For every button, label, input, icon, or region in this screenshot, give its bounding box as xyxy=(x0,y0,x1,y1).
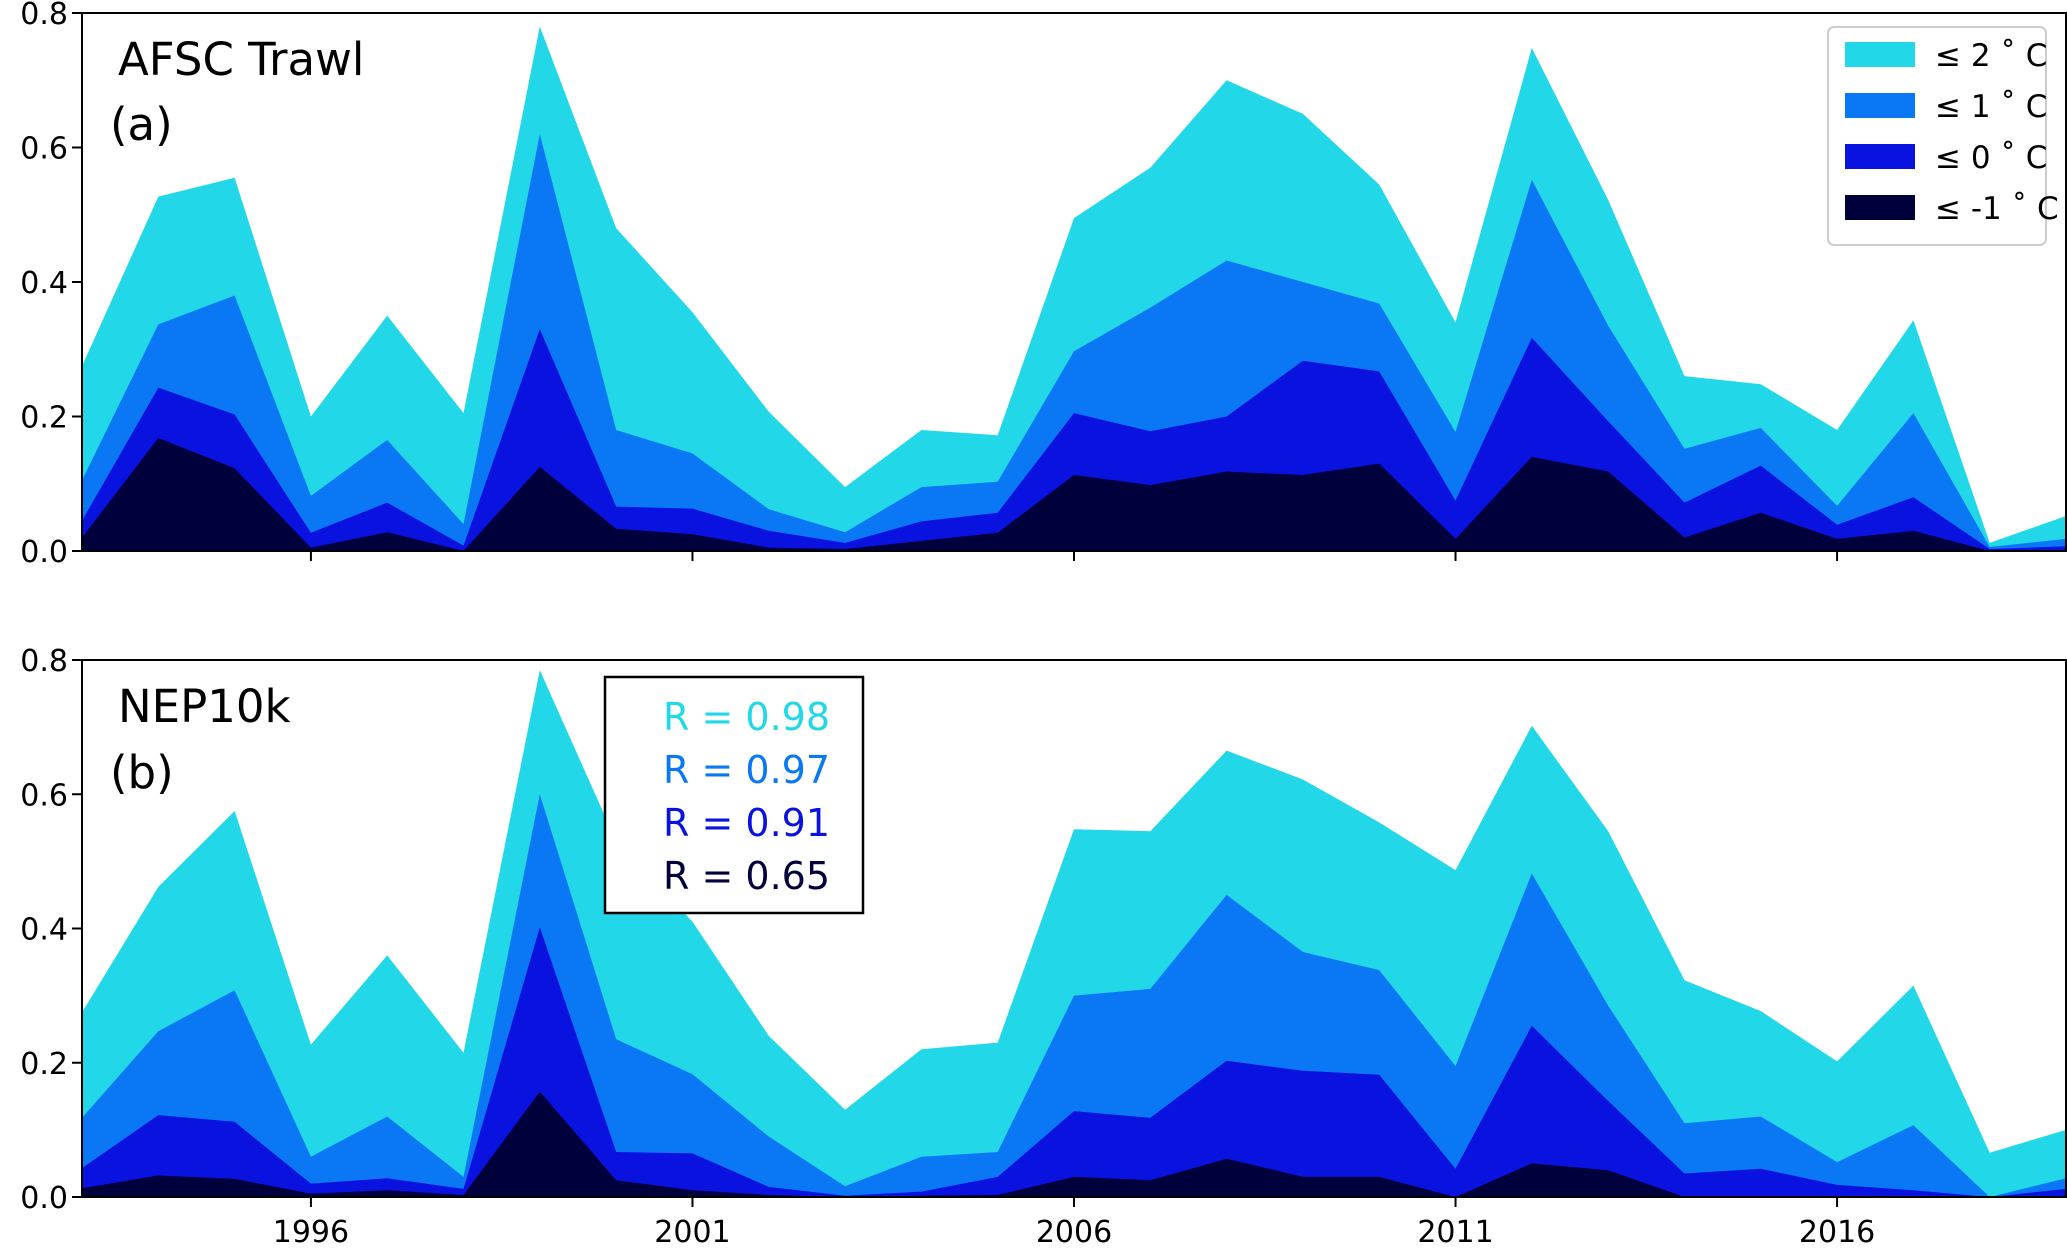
panel-b-label: (b) xyxy=(110,746,174,799)
legend-label: ≤ 1 ˚ C xyxy=(1935,89,2047,125)
legend-label: ≤ -1 ˚ C xyxy=(1935,191,2059,227)
legend-swatch xyxy=(1845,195,1915,220)
y-tick-label: 0.6 xyxy=(20,778,68,813)
legend-label: ≤ 0 ˚ C xyxy=(1935,140,2047,176)
correlation-label: R = 0.65 xyxy=(663,854,830,898)
area-series-leminus1 xyxy=(82,438,2066,551)
correlation-box-frame xyxy=(603,675,865,915)
area-series-le0 xyxy=(82,927,2066,1197)
y-tick-label: 0.2 xyxy=(20,401,68,436)
y-tick-label: 0.6 xyxy=(20,132,68,167)
correlation-label: R = 0.97 xyxy=(663,748,830,792)
y-tick-label: 0.8 xyxy=(20,644,68,679)
y-tick-label: 0.0 xyxy=(20,535,68,570)
y-tick-label: 0.8 xyxy=(20,0,68,32)
x-tick-label: 2001 xyxy=(654,1215,730,1248)
panel-b-nep10k: 0.0 0.2 0.4 0.6 0.8 1996 2001 2006 2011 2016 NEP1… xyxy=(20,644,2067,1250)
legend-swatch xyxy=(1845,144,1915,169)
legend-label: ≤ 2 ˚ C xyxy=(1935,38,2047,74)
panel-b-areas xyxy=(82,670,2066,1197)
y-tick-label: 0.4 xyxy=(20,266,68,301)
panel-b-title: NEP10k xyxy=(118,680,291,733)
legend-swatch xyxy=(1845,93,1915,118)
y-tick-label: 0.4 xyxy=(20,913,68,948)
correlation-label: R = 0.91 xyxy=(663,801,830,845)
legend: ≤ 2 ˚ C ≤ 1 ˚ C ≤ 0 ˚ C ≤ -1 ˚ C xyxy=(1827,26,2059,246)
area-series-leminus1 xyxy=(82,1091,2066,1197)
correlation-label: R = 0.98 xyxy=(663,695,830,739)
legend-box xyxy=(1827,26,2047,246)
x-tick-label: 2006 xyxy=(1036,1215,1112,1248)
x-tick-label: 2016 xyxy=(1799,1215,1875,1248)
panel-a-title: AFSC Trawl xyxy=(118,33,364,86)
x-tick-label: 1996 xyxy=(273,1215,349,1248)
panel-a-areas xyxy=(82,26,2066,551)
panel-a-afsc-trawl: 0.00.20.40.60.8 AFSC Trawl (a) ≤ 2 ˚ C≤ … xyxy=(20,0,2067,570)
panel-b-axes: 0.0 0.2 0.4 0.6 0.8 1996 2001 2006 2011 2016 xyxy=(20,644,2067,1250)
y-tick-label: 0.0 xyxy=(20,1181,68,1216)
y-tick-label: 0.2 xyxy=(20,1047,68,1082)
panel-a-label: (a) xyxy=(110,98,173,151)
panel-a-axes: 0.0 0.2 0.4 0.6 0.8 xyxy=(20,0,2067,570)
legend-swatch xyxy=(1845,42,1915,67)
correlation-box: R = 0.98 R = 0.97 R = 0.91 R = 0.65 xyxy=(603,675,865,915)
x-tick-label: 2011 xyxy=(1417,1215,1493,1248)
